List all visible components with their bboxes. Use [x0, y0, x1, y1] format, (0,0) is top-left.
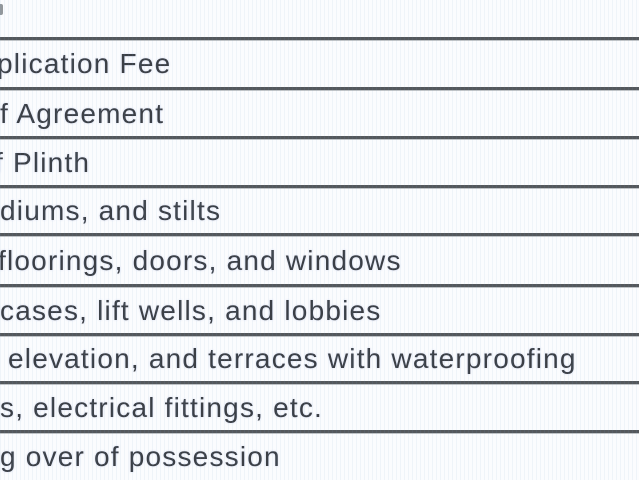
table-row: floorings, doors, and windows: [0, 233, 639, 284]
table-row: f Plinth: [0, 136, 639, 185]
row-text: floorings, doors, and windows: [0, 244, 402, 276]
row-text: g over of possession: [0, 441, 281, 472]
table-row: s, electrical fittings, etc.: [0, 381, 639, 430]
cutoff-glyph-fragment: [0, 4, 3, 15]
table-row: plication Fee: [0, 37, 639, 87]
row-text: diums, and stilts: [0, 195, 222, 226]
row-text: s, electrical fittings, etc.: [0, 391, 324, 423]
table-row: elevation, and terraces with waterproofi…: [0, 333, 639, 381]
row-text: elevation, and terraces with waterproofi…: [8, 343, 577, 374]
table-row: cases, lift wells, and lobbies: [0, 284, 639, 333]
row-text: plication Fee: [0, 48, 172, 79]
row-text: f Agreement: [0, 97, 165, 129]
row-text: cases, lift wells, and lobbies: [0, 294, 382, 326]
row-text: f Plinth: [0, 146, 91, 178]
table-row: diums, and stilts: [0, 185, 639, 233]
table-row: f Agreement: [0, 87, 639, 136]
clipped-top-row: [0, 0, 639, 37]
table-row: g over of possession: [0, 430, 639, 480]
